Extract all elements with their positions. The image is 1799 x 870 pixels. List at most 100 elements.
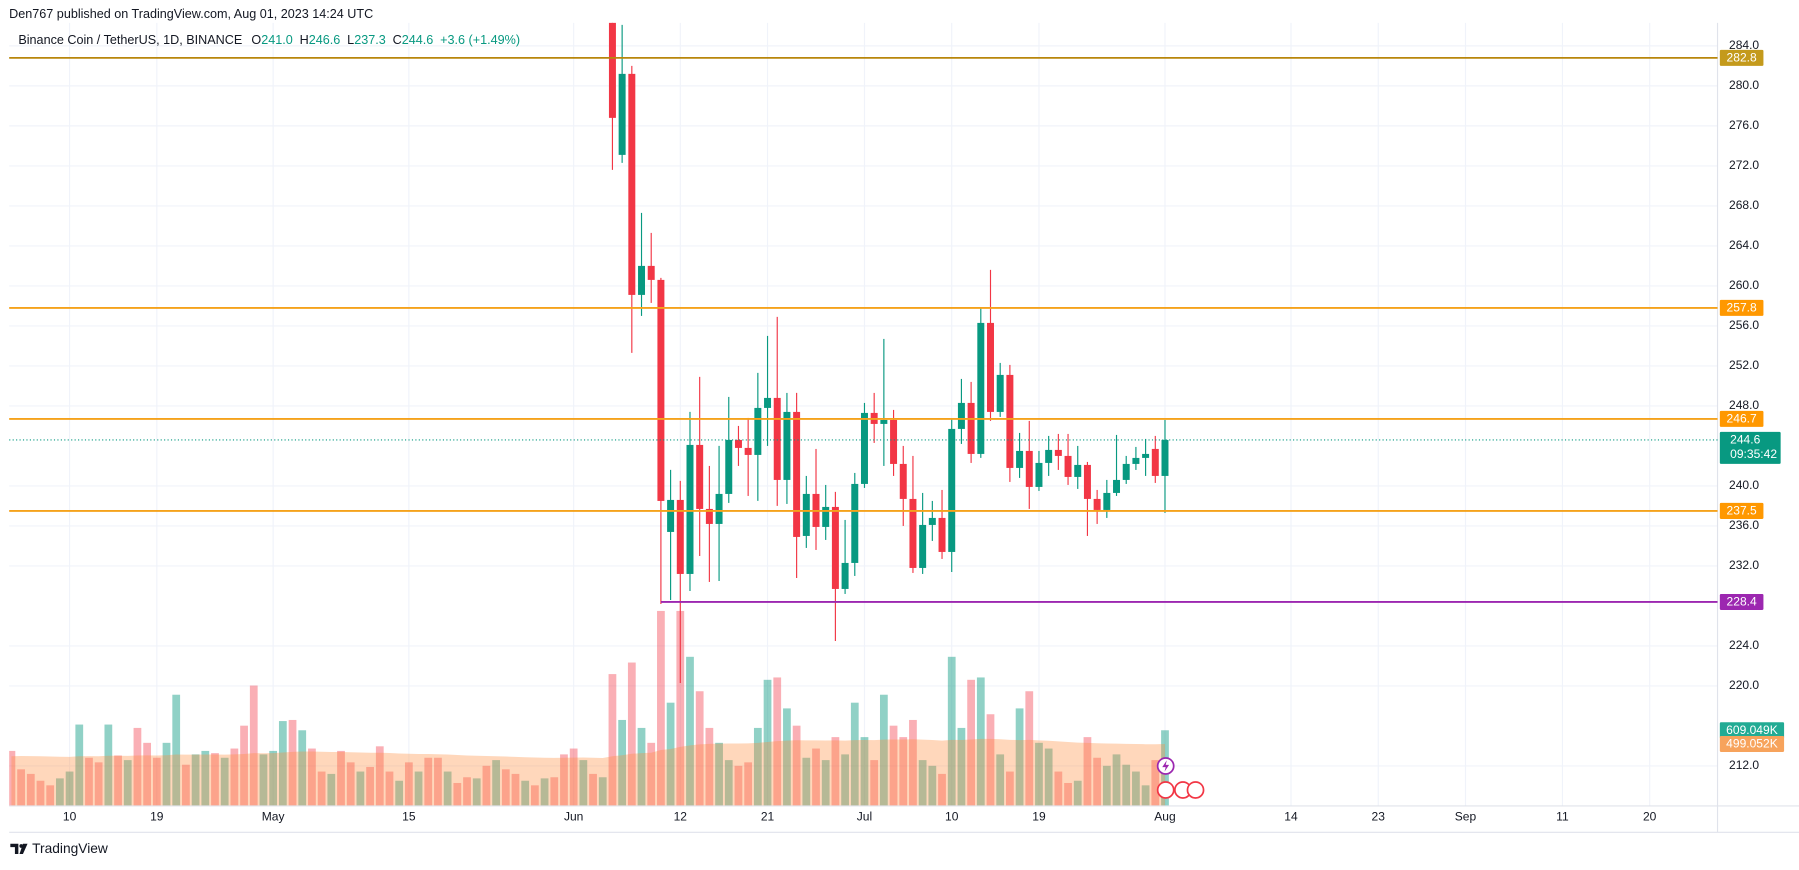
candle-body xyxy=(831,506,839,589)
x-tick-label: 14 xyxy=(1284,810,1298,824)
volume-bar xyxy=(327,773,336,806)
axes: 284.0 280.0 276.0 272.0 268.0 264.0 260.0 256.0… xyxy=(63,38,1760,824)
x-tick-label: 10 xyxy=(945,810,959,824)
candle-body xyxy=(987,322,994,412)
candle-body xyxy=(744,447,752,455)
candle-body xyxy=(783,411,791,480)
candle-body xyxy=(608,22,616,118)
candle-body xyxy=(715,493,723,524)
volume-bar xyxy=(56,778,64,806)
volume-bar xyxy=(346,762,355,806)
volume-bar xyxy=(763,679,772,806)
volume-bar xyxy=(889,725,898,806)
x-tick-label: 19 xyxy=(150,810,164,824)
volume-bar xyxy=(123,760,132,806)
candle-body xyxy=(793,411,801,537)
brand-name: TradingView xyxy=(32,841,108,856)
volume-bar xyxy=(1083,737,1092,806)
volume-bar xyxy=(521,780,530,806)
candle-body xyxy=(1025,450,1033,487)
level-label-bg xyxy=(1719,593,1764,610)
candle-body xyxy=(1161,439,1169,476)
volume-bar xyxy=(734,765,743,806)
candle-body xyxy=(618,73,626,155)
volume-bar xyxy=(850,702,859,806)
candle-body xyxy=(1006,374,1014,468)
y-tick-label: 276.0 xyxy=(1729,118,1759,132)
level-label-bg xyxy=(1719,49,1764,66)
candle-body xyxy=(696,444,704,509)
volume-bar xyxy=(715,742,723,806)
volume-bar xyxy=(1015,708,1024,806)
x-tick-label: Sep xyxy=(1455,810,1477,824)
volume-bar xyxy=(375,746,384,806)
volume-bar xyxy=(657,610,665,806)
volume-bar xyxy=(1132,771,1140,806)
volume-bar xyxy=(1064,782,1072,806)
candle-body xyxy=(822,506,830,527)
volume-bar xyxy=(356,771,365,806)
ohlc-key: O xyxy=(251,33,261,47)
y-tick-label: 256.0 xyxy=(1729,318,1759,332)
candle-body xyxy=(676,499,684,574)
volume-bar xyxy=(1044,748,1053,806)
volume-bar xyxy=(598,777,607,806)
volume-label: 609.049K xyxy=(1726,723,1778,737)
candle-body xyxy=(628,73,636,295)
candle-body xyxy=(705,508,713,524)
brand-logo xyxy=(19,844,24,848)
volume-bar xyxy=(182,764,190,806)
y-tick-label: 220.0 xyxy=(1729,678,1759,692)
level-label: 282.8 xyxy=(1727,51,1757,65)
volume-bar xyxy=(220,757,229,806)
candle-body xyxy=(1122,463,1130,480)
level-label: 257.8 xyxy=(1727,301,1757,315)
ohlc-value: 246.6 xyxy=(309,33,341,47)
level-label: 246.7 xyxy=(1727,412,1757,426)
grid xyxy=(9,22,1718,806)
volume-bar xyxy=(191,754,200,806)
candle-body xyxy=(1045,449,1053,463)
volume-bar xyxy=(666,702,675,806)
volume-bar xyxy=(317,771,326,806)
volume-bar xyxy=(443,771,452,806)
x-tick-label: Jul xyxy=(857,810,872,824)
candle-body xyxy=(1054,449,1062,456)
volume-bar xyxy=(812,748,820,806)
volume-bar xyxy=(152,757,161,806)
candle-body xyxy=(890,419,898,464)
candle-body xyxy=(764,397,772,408)
volume-bar xyxy=(308,748,316,806)
x-tick-label: 10 xyxy=(63,810,77,824)
volume-bar xyxy=(531,785,539,806)
x-tick-label: Jun xyxy=(564,810,583,824)
volume-bar xyxy=(589,773,597,806)
candle-body xyxy=(851,483,859,563)
candle-body xyxy=(977,322,985,454)
x-tick-label: 11 xyxy=(1556,810,1569,824)
volume-bar xyxy=(957,727,966,806)
volume-bar xyxy=(909,719,917,806)
x-tick-label: 15 xyxy=(402,810,416,824)
candle-body xyxy=(967,402,975,454)
volume-bar xyxy=(1112,754,1121,806)
candle-body xyxy=(686,444,694,574)
published-note: Den767 published on TradingView.com, Aug… xyxy=(9,7,373,21)
volume-bar xyxy=(482,765,491,806)
volume-bar xyxy=(724,760,733,806)
volume-bar xyxy=(627,662,636,806)
ohlc-key: C xyxy=(393,33,402,47)
last-price-label: 244.6 xyxy=(1730,433,1760,447)
volume-bar xyxy=(579,760,588,806)
volume-bar xyxy=(259,754,268,806)
change: +3.6 (+1.49%) xyxy=(440,33,520,47)
volume-bar xyxy=(637,727,646,806)
volume-bar xyxy=(133,727,142,806)
volume-bar xyxy=(249,685,258,806)
volume-bar xyxy=(947,656,956,806)
candle-body xyxy=(1016,450,1024,468)
volume-bar xyxy=(1035,742,1043,806)
candle-body xyxy=(1151,448,1159,476)
volume-bar xyxy=(85,757,93,806)
